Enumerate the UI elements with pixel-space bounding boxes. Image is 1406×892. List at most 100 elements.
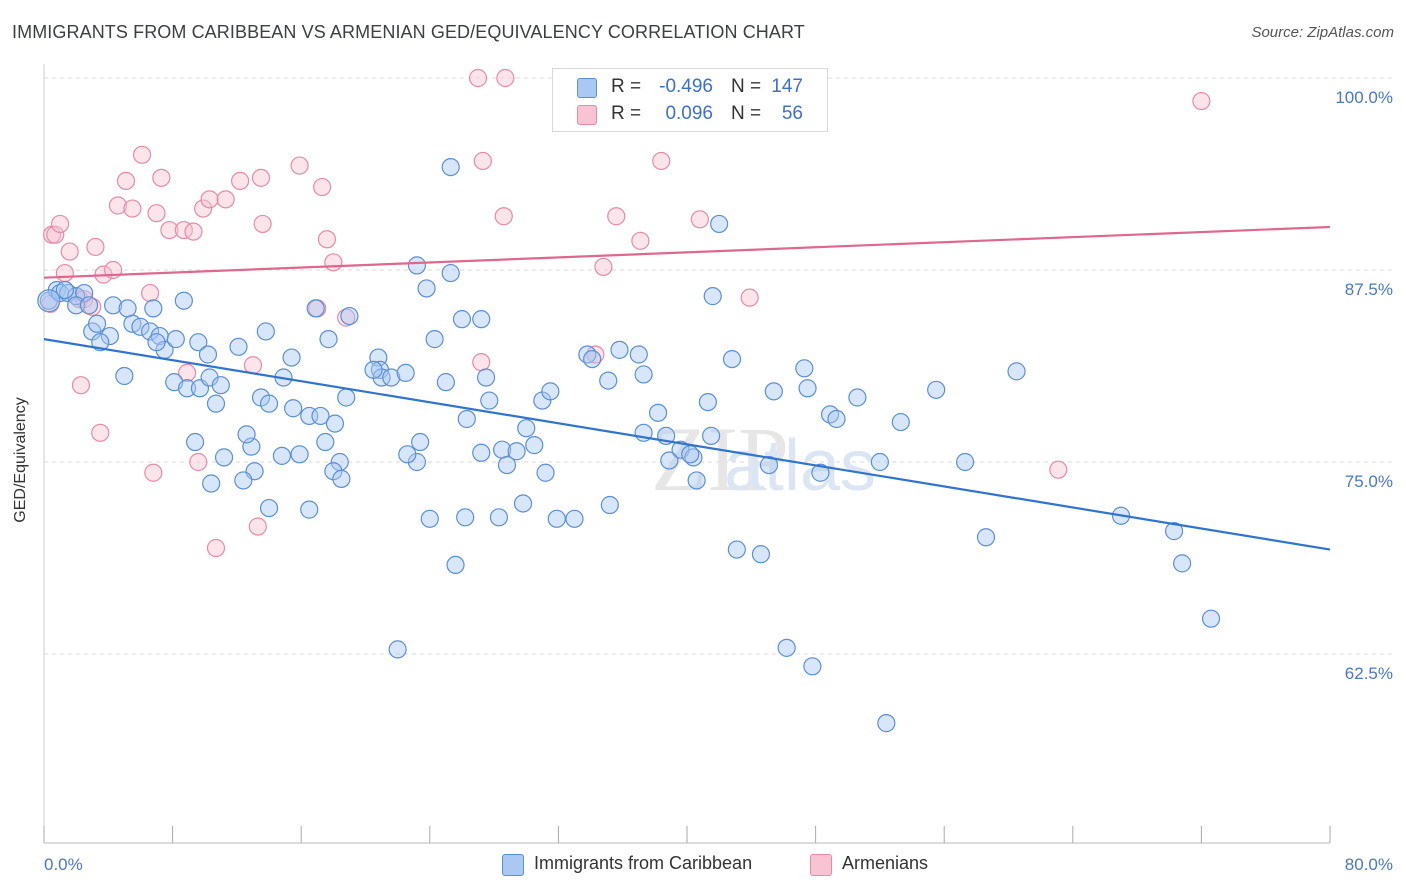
legend-swatch-pink [577,105,597,125]
caribbean-point [396,363,415,383]
caribbean-point [507,442,526,461]
y-tick-label: 87.5% [1345,280,1393,299]
caribbean-point [955,452,975,472]
armenians-point [206,538,226,558]
y-tick-label: 75.0% [1345,472,1393,491]
legend-n-label: N = [731,103,762,124]
legend-row-caribbean: R = -0.496 N = 147 [553,73,827,101]
armenians-point [253,214,272,234]
caribbean-point [67,296,86,315]
armenians-point [594,257,613,277]
caribbean-point [256,322,275,341]
armenians-point [123,199,142,218]
tick-labels: 62.5% 75.0% 87.5% 100.0% 0.0% 80.0% [44,88,1393,874]
caribbean-point [684,448,703,467]
caribbean-point [600,495,619,515]
chart-title: IMMIGRANTS FROM CARIBBEAN VS ARMENIAN GE… [12,22,805,42]
y-tick-label: 62.5% [1345,664,1393,683]
caribbean-point [91,333,110,352]
caribbean-point [417,279,436,298]
armenians-point [108,196,128,215]
caribbean-point [37,289,61,313]
armenians-point [468,68,488,88]
caribbean-point [848,388,867,407]
legend-r-value: -0.496 [659,76,713,97]
armenians-point [55,263,74,283]
legend-label: Armenians [842,853,929,873]
caribbean-point [411,432,430,452]
caribbean-point [300,500,319,519]
caribbean-point [513,494,533,513]
caribbean-point [364,360,383,379]
caribbean-point [306,299,325,318]
caribbean-point [55,280,74,300]
caribbean-point [234,471,253,490]
caribbean-point [147,333,166,352]
caribbean-point [229,337,248,356]
caribbean-point [166,330,185,349]
caribbean-point [382,368,401,387]
caribbean-point [214,448,234,467]
caribbean-point [1173,554,1192,573]
armenians-point [494,207,513,226]
caribbean-point [202,474,221,493]
caribbean-point [1164,522,1184,541]
caribbean-point [259,394,279,413]
x-tick-label: 0.0% [44,855,83,874]
caribbean-point [536,463,555,482]
armenians-point [152,168,171,187]
caribbean-point [547,509,566,528]
legend-n-value: 147 [771,76,803,97]
caribbean-point [759,455,779,475]
caribbean-point [290,445,309,464]
armenians-point [46,225,65,244]
caribbean-point [457,409,476,429]
armenians-point [607,207,626,226]
caribbean-point [1007,362,1026,381]
caribbean-point [751,545,771,564]
caribbean-point [634,365,653,384]
caribbean-point [144,299,163,318]
caribbean-point [517,419,536,438]
caribbean-point [599,371,618,390]
armenians-point [473,151,492,171]
caribbean-point [1201,609,1221,628]
caribbean-point [272,446,292,465]
armenians-point [147,204,166,223]
caribbean-point [583,349,602,369]
caribbean-point [140,322,160,341]
caribbean-point [629,345,648,364]
caribbean-point [476,368,496,387]
caribbean-point [131,317,150,336]
armenians-point [177,363,197,383]
caribbean-point [407,452,427,472]
caribbean-point [541,382,560,401]
legend-r-label: R = [611,103,642,124]
caribbean-point [337,388,356,407]
armenians-point [496,68,515,88]
armenians-point [184,222,203,241]
caribbean-point [340,306,359,326]
caribbean-point [282,348,301,367]
caribbean-point [332,469,351,488]
caribbean-point [795,359,814,378]
caribbean-point [446,555,465,575]
caribbean-point [565,509,584,528]
armenians-point [251,168,271,187]
caribbean-point [441,263,460,283]
caribbean-point [497,455,517,475]
caribbean-point [237,425,256,444]
legend-n-value: 56 [781,103,803,124]
series-legend: Immigrants from Caribbean Armenians [0,852,1406,878]
armenians-point [324,253,343,272]
caribbean-points [37,157,1221,733]
caribbean-point [702,426,721,445]
armenians-points [41,68,1211,558]
armenians-point [132,145,152,164]
caribbean-point [976,528,996,547]
caribbean-point [198,345,218,364]
caribbean-point [186,432,205,452]
caribbean-point [189,333,208,352]
caribbean-point [425,330,444,349]
